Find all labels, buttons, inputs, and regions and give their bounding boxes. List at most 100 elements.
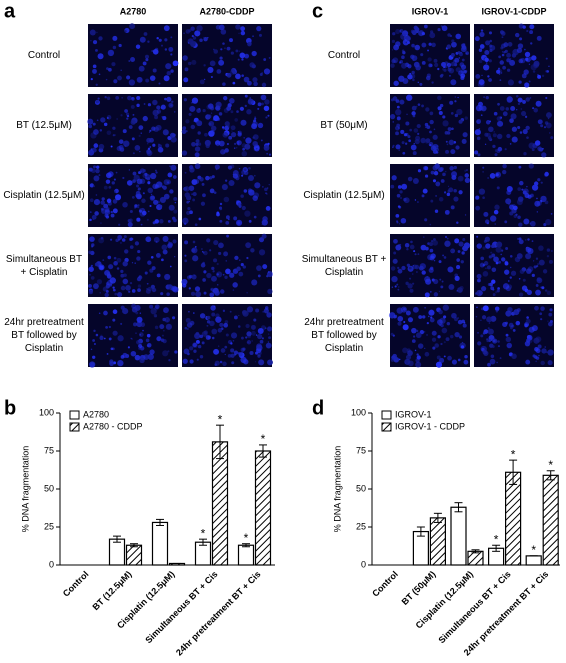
nucleus [154, 115, 159, 120]
nucleus [484, 132, 489, 137]
nucleus [120, 354, 125, 359]
nucleus [225, 260, 227, 262]
nucleus [406, 40, 411, 45]
y-tick-label: 25 [356, 521, 366, 531]
nucleus [200, 313, 206, 319]
nucleus [534, 305, 539, 311]
nucleus [475, 205, 481, 211]
nucleus [167, 136, 172, 141]
nucleus [548, 65, 550, 68]
nucleus [203, 64, 206, 67]
error-bar [242, 543, 250, 548]
nucleus [186, 200, 190, 204]
nucleus [155, 171, 158, 174]
nucleus [184, 192, 191, 198]
nucleus [181, 150, 188, 156]
nucleus [266, 274, 269, 278]
nucleus [188, 29, 192, 33]
nucleus [170, 136, 177, 143]
nucleus [245, 336, 248, 339]
nucleus [182, 217, 189, 225]
nucleus [110, 347, 114, 351]
nucleus [533, 60, 540, 67]
nucleus [138, 134, 141, 138]
nucleus [544, 200, 549, 205]
nucleus [104, 209, 111, 215]
nucleus [504, 269, 510, 275]
nucleus [411, 273, 414, 275]
nucleus [429, 255, 435, 261]
nucleus [229, 98, 235, 104]
nucleus [533, 265, 537, 269]
nucleus [197, 131, 201, 135]
nucleus [241, 205, 246, 211]
nucleus [537, 146, 542, 152]
nucleus [217, 284, 219, 286]
nucleus [133, 322, 138, 327]
nucleus [232, 289, 235, 291]
nucleus [507, 343, 511, 346]
nucleus [429, 290, 432, 293]
nucleus [181, 129, 187, 135]
nucleus [390, 114, 396, 120]
nucleus [189, 346, 194, 351]
nucleus [518, 277, 521, 280]
nucleus [88, 361, 96, 368]
row-label: Cisplatin (12.5μM) [303, 190, 385, 201]
nucleus [540, 360, 545, 366]
nucleus [172, 175, 177, 179]
nucleus [405, 41, 408, 44]
nucleus [511, 324, 515, 328]
nucleus [463, 359, 469, 365]
nucleus [238, 314, 240, 317]
nucleus [240, 356, 247, 364]
nucleus [240, 119, 247, 126]
nucleus [442, 172, 446, 177]
nucleus [222, 309, 226, 313]
nucleus [408, 266, 412, 270]
nucleus [536, 277, 541, 282]
nucleus [154, 219, 160, 224]
nucleus [258, 33, 262, 37]
nucleus [115, 171, 118, 174]
nucleus [199, 334, 204, 339]
nucleus [129, 282, 133, 285]
nucleus [475, 315, 478, 318]
nucleus [207, 103, 214, 109]
nucleus [101, 197, 105, 201]
nucleus [203, 250, 208, 256]
nucleus [516, 47, 523, 53]
nucleus [182, 55, 188, 61]
nucleus [550, 212, 553, 215]
error-bar [546, 470, 555, 481]
nucleus [528, 80, 531, 83]
nucleus [88, 250, 92, 254]
nucleus [540, 124, 544, 128]
nucleus [429, 248, 434, 253]
nucleus [201, 182, 205, 186]
nucleus [496, 69, 501, 74]
nucleus [222, 82, 226, 86]
nucleus [99, 335, 104, 341]
nucleus [405, 310, 411, 316]
nucleus [241, 150, 248, 157]
nucleus [196, 25, 203, 32]
significance-marker: * [201, 526, 206, 540]
nucleus [490, 251, 493, 254]
nucleus [216, 273, 219, 276]
nucleus [108, 264, 114, 270]
nucleus [500, 31, 506, 36]
nucleus [191, 179, 198, 185]
nucleus [253, 174, 256, 177]
nucleus [454, 238, 460, 244]
nucleus [483, 261, 489, 266]
panel-letter: d [312, 397, 324, 419]
nucleus [540, 195, 547, 203]
nucleus [528, 63, 531, 65]
nucleus [95, 83, 98, 86]
nucleus [194, 245, 197, 248]
nucleus [402, 151, 406, 155]
nucleus [128, 169, 131, 171]
error-bar [454, 502, 463, 513]
nucleus [450, 149, 456, 155]
